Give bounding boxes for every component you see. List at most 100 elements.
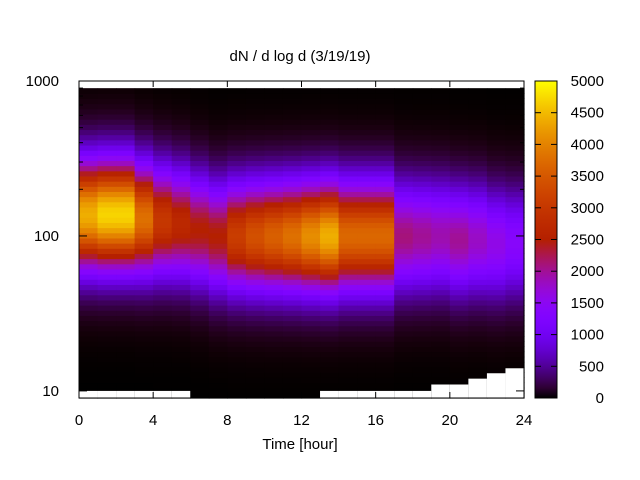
heatmap-cell <box>208 170 228 177</box>
heatmap-cell <box>431 361 451 368</box>
heatmap-cell <box>357 124 377 131</box>
heatmap-cell <box>190 258 210 265</box>
heatmap-cell <box>486 129 507 136</box>
heatmap-cell <box>282 98 303 105</box>
heatmap-cell <box>468 320 488 327</box>
heatmap-cell <box>97 310 117 316</box>
heatmap-cell <box>449 191 469 198</box>
heatmap-cell <box>116 217 136 223</box>
heatmap-cell <box>134 206 154 213</box>
heatmap-cell <box>431 258 451 265</box>
heatmap-cell <box>412 315 432 322</box>
heatmap-cell <box>171 279 191 285</box>
heatmap-cell <box>320 232 340 239</box>
heatmap-cell <box>79 367 99 373</box>
heatmap-cell <box>190 289 210 296</box>
heatmap-cell <box>338 232 358 239</box>
heatmap-cell <box>134 196 154 203</box>
heatmap-cell <box>449 294 469 301</box>
heatmap-cell <box>375 139 395 146</box>
heatmap-cell <box>227 367 247 373</box>
heatmap-cell <box>282 113 303 120</box>
heatmap-cell <box>190 103 210 110</box>
heatmap-cell <box>79 93 99 100</box>
heatmap-cell <box>116 294 136 301</box>
heatmap-cell <box>245 330 266 337</box>
heatmap-cell <box>245 284 266 291</box>
heatmap-cell <box>431 217 451 223</box>
heatmap-cell <box>431 160 451 167</box>
heatmap-cell <box>486 165 507 172</box>
heatmap-cell <box>227 150 247 156</box>
heatmap-cell <box>116 139 136 146</box>
heatmap-cell <box>171 310 191 316</box>
heatmap-cell <box>431 330 451 337</box>
heatmap-cell <box>357 243 377 249</box>
heatmap-cell <box>449 108 469 115</box>
heatmap-cell <box>375 144 395 151</box>
heatmap-cell <box>153 284 173 291</box>
heatmap-cell <box>320 98 340 105</box>
heatmap-cell <box>468 201 488 208</box>
heatmap-cell <box>97 217 117 223</box>
heatmap-cell <box>245 346 266 353</box>
heatmap-cell <box>320 206 340 213</box>
heatmap-cell <box>301 139 321 146</box>
heatmap-cell <box>245 191 266 198</box>
heatmap-cell <box>412 330 432 337</box>
heatmap-cell <box>208 346 228 353</box>
colorbar-tick-label: 4500 <box>571 105 604 122</box>
heatmap-cell <box>338 372 358 378</box>
heatmap-cell <box>412 222 432 229</box>
heatmap-cell <box>79 310 99 316</box>
y-tick-label: 10 <box>42 383 59 400</box>
heatmap-cell <box>153 237 173 244</box>
heatmap-cell <box>208 206 228 213</box>
heatmap-cell <box>171 134 191 141</box>
heatmap-cell <box>412 139 432 146</box>
heatmap-cell <box>282 382 303 389</box>
heatmap-cell <box>357 139 377 146</box>
heatmap-cell <box>375 88 395 94</box>
heatmap-cell <box>431 341 451 347</box>
heatmap-cell <box>357 160 377 167</box>
heatmap-cell <box>116 330 136 337</box>
heatmap-cell <box>227 227 247 234</box>
heatmap-cell <box>394 227 414 234</box>
heatmap-cell <box>394 237 414 244</box>
heatmap-cell <box>431 139 451 146</box>
heatmap-cell <box>394 155 414 162</box>
heatmap-cell <box>338 268 358 275</box>
heatmap-cell <box>320 387 340 394</box>
missing-data-region <box>357 390 376 398</box>
colorbar-tick-label: 3000 <box>571 200 604 217</box>
heatmap-cell <box>171 150 191 156</box>
heatmap-cell <box>190 139 210 146</box>
heatmap-cell <box>338 124 358 131</box>
heatmap-cell <box>97 232 117 239</box>
heatmap-cell <box>227 113 247 120</box>
heatmap-cell <box>449 310 469 316</box>
heatmap-cell <box>97 103 117 110</box>
heatmap-cell <box>116 186 136 192</box>
heatmap-cell <box>116 237 136 244</box>
heatmap-cell <box>116 274 136 280</box>
heatmap-cell <box>264 201 284 208</box>
heatmap-cell <box>431 284 451 291</box>
heatmap-cell <box>116 108 136 115</box>
heatmap-cell <box>412 268 432 275</box>
heatmap-cell <box>338 330 358 337</box>
heatmap-cell <box>264 170 284 177</box>
heatmap-cell <box>375 367 395 373</box>
heatmap-cell <box>338 263 358 270</box>
heatmap-cell <box>245 274 266 280</box>
heatmap-cell <box>338 227 358 234</box>
heatmap-cell <box>208 294 228 301</box>
heatmap-cell <box>301 279 321 285</box>
heatmap-cell <box>282 93 303 100</box>
heatmap-cell <box>134 170 154 177</box>
heatmap-cell <box>190 284 210 291</box>
heatmap-cell <box>375 289 395 296</box>
heatmap-cell <box>264 175 284 182</box>
heatmap-cell <box>505 336 525 342</box>
